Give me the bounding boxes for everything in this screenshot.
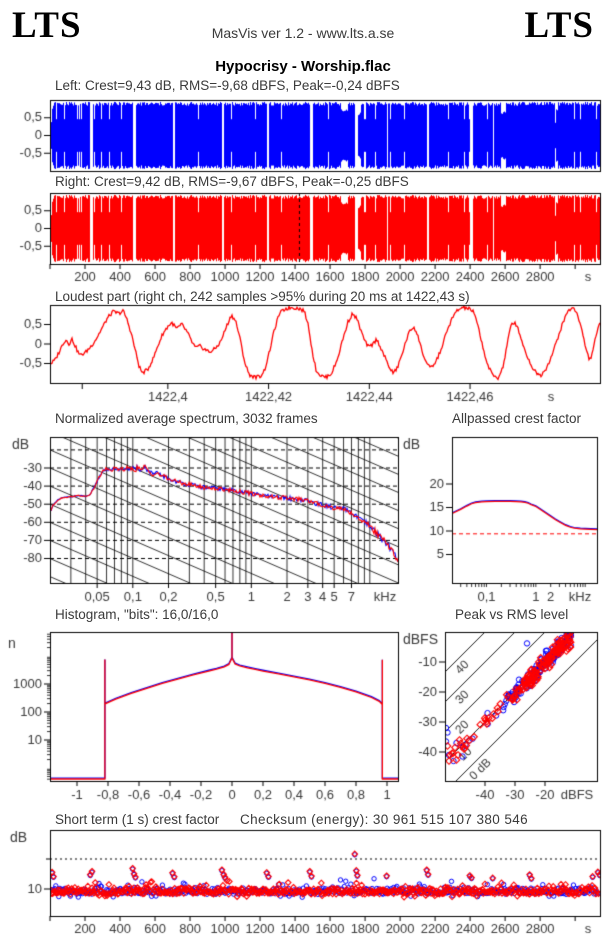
spectrum-title: Normalized average spectrum, 3032 frames — [55, 411, 318, 426]
allpass-title: Allpassed crest factor — [452, 411, 582, 426]
lts-logo-left: LTS — [12, 5, 82, 46]
left-channel-stats: Left: Crest=9,43 dB, RMS=-9,68 dBFS, Pea… — [55, 78, 400, 93]
track-title: Hypocrisy - Worship.flac — [215, 58, 391, 75]
short-term-title: Short term (1 s) crest factor — [55, 812, 220, 827]
lts-logo-right: LTS — [524, 5, 594, 46]
app-version-line: MasVis ver 1.2 - www.lts.a.se — [211, 25, 395, 41]
right-channel-stats: Right: Crest=9,42 dB, RMS=-9,67 dBFS, Pe… — [55, 174, 409, 189]
histogram-title: Histogram, "bits": 16,0/16,0 — [55, 607, 219, 622]
peak-rms-title: Peak vs RMS level — [455, 607, 569, 622]
loudest-part-title: Loudest part (right ch, 242 samples >95%… — [55, 289, 470, 304]
checksum-value: Checksum (energy): 30 961 515 107 380 54… — [240, 812, 529, 827]
